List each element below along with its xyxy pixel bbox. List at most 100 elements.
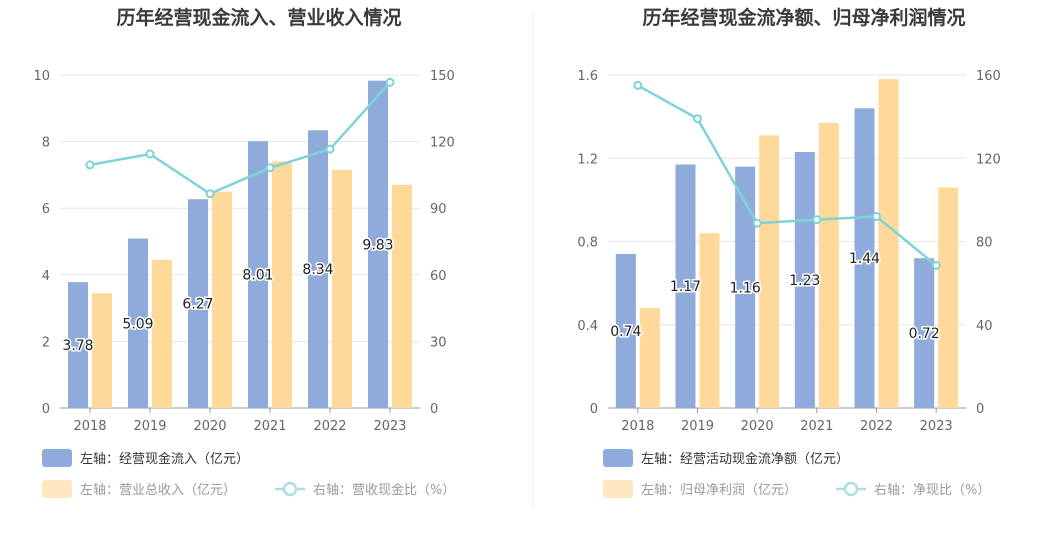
- bar: [308, 130, 328, 408]
- left-tick-label: 10: [33, 69, 50, 84]
- bar: [615, 253, 636, 408]
- right-tick-label: 80: [976, 236, 993, 251]
- x-tick-label: 2020: [741, 419, 774, 434]
- left-tick-label: 4: [42, 269, 50, 284]
- line-point: [812, 215, 822, 225]
- line-point: [693, 114, 702, 124]
- bar: [212, 191, 232, 408]
- line-point: [872, 212, 881, 222]
- x-tick-label: 2020: [193, 419, 226, 434]
- bar: [68, 282, 88, 408]
- legend-label: 左轴：归母净利润（亿元）: [641, 483, 797, 498]
- bar: [818, 122, 839, 409]
- bar: [699, 233, 720, 408]
- line-point: [205, 189, 215, 199]
- bar: [368, 80, 388, 408]
- right-tick-label: 150: [430, 69, 455, 84]
- data-label: 1.16: [730, 280, 761, 296]
- right-tick-label: 60: [430, 269, 447, 284]
- bar: [675, 164, 696, 408]
- left-tick-label: 0.8: [577, 236, 598, 251]
- x-tick-label: 2023: [373, 419, 406, 434]
- legend-marker: [282, 481, 298, 497]
- chart-panel-2: 历年经营现金流净额、归母净利润情况 0 0.4 0.8 1.2 1.6 0 40 80 120 16…: [577, 6, 1001, 498]
- data-label: 1.44: [849, 251, 880, 267]
- legend-swatch: [42, 449, 72, 467]
- legend-marker: [843, 481, 859, 497]
- right-tick-label: 120: [976, 152, 1001, 167]
- legend-label: 左轴：经营活动现金流净额（亿元）: [641, 451, 849, 467]
- left-tick-label: 1.6: [577, 69, 598, 84]
- x-tick-label: 2021: [800, 419, 833, 434]
- left-tick-label: 0: [42, 402, 50, 417]
- data-label: 0.74: [610, 324, 641, 340]
- left-tick-label: 0.4: [577, 319, 598, 334]
- chart-title: 历年经营现金流入、营业收入情况: [116, 6, 401, 29]
- legend-label: 右轴：营收现金比（%）: [313, 482, 455, 498]
- bar: [152, 259, 172, 408]
- legend-label: 左轴：经营现金流入（亿元）: [80, 451, 249, 467]
- x-tick-label: 2018: [73, 419, 106, 434]
- right-tick-label: 120: [430, 136, 455, 151]
- left-tick-label: 2: [42, 335, 50, 350]
- data-label: 5.09: [122, 316, 153, 332]
- chart-title: 历年经营现金流净额、归母净利润情况: [642, 6, 965, 29]
- line-point: [85, 160, 95, 170]
- right-tick-label: 0: [430, 402, 438, 417]
- x-tick-label: 2018: [621, 419, 654, 434]
- right-tick-label: 30: [430, 335, 447, 350]
- x-tick-label: 2022: [313, 419, 346, 434]
- bar: [188, 199, 208, 408]
- bar: [759, 135, 780, 408]
- x-tick-label: 2022: [860, 419, 893, 434]
- line-point: [633, 80, 643, 90]
- line-point: [931, 260, 941, 270]
- bar: [392, 184, 412, 408]
- bar: [914, 258, 935, 408]
- line-series: [89, 81, 391, 196]
- data-label: 1.17: [670, 279, 701, 295]
- legend-swatch: [603, 449, 633, 467]
- bar: [938, 187, 959, 408]
- bar: [128, 238, 148, 408]
- right-tick-label: 90: [430, 202, 447, 217]
- data-label: 1.23: [789, 273, 820, 289]
- line-series: [637, 84, 937, 267]
- bar: [332, 169, 352, 408]
- bar: [735, 166, 756, 408]
- x-tick-label: 2021: [253, 419, 286, 434]
- legend-label: 左轴：营业总收入（亿元）: [80, 483, 236, 498]
- bar: [272, 161, 292, 408]
- line-point: [752, 218, 762, 228]
- data-label: 3.78: [62, 338, 93, 354]
- legend-swatch: [42, 480, 72, 498]
- line-point: [385, 77, 395, 87]
- chart-panel-1: 历年经营现金流入、营业收入情况 0 2 4 6 8 10 0 30 60 90 120 150 2018 2…: [33, 6, 455, 498]
- right-tick-label: 0: [976, 402, 984, 417]
- legend-swatch: [603, 480, 633, 498]
- x-tick-label: 2023: [920, 419, 953, 434]
- x-tick-label: 2019: [133, 419, 166, 434]
- line-point: [265, 163, 275, 173]
- right-tick-label: 40: [976, 319, 993, 334]
- bar: [639, 308, 660, 408]
- left-tick-label: 6: [42, 202, 50, 217]
- data-label: 8.01: [242, 268, 273, 284]
- line-point: [145, 149, 155, 159]
- line-point: [325, 144, 335, 154]
- right-tick-label: 160: [976, 69, 1001, 84]
- data-label: 8.34: [302, 262, 333, 278]
- bar: [248, 141, 268, 408]
- data-label: 6.27: [182, 297, 213, 313]
- left-tick-label: 1.2: [577, 152, 598, 167]
- bar: [854, 108, 875, 409]
- bar: [878, 79, 899, 408]
- data-label: 0.72: [909, 326, 940, 342]
- x-tick-label: 2019: [681, 419, 714, 434]
- data-label: 9.83: [362, 237, 393, 253]
- left-tick-label: 8: [42, 136, 50, 151]
- bar: [92, 293, 112, 408]
- bar: [794, 152, 815, 408]
